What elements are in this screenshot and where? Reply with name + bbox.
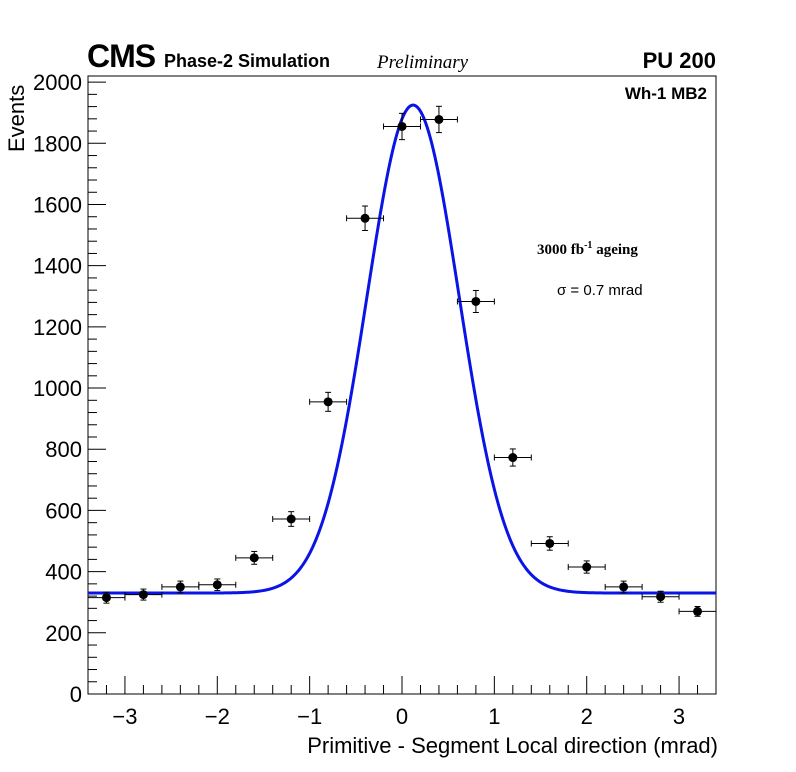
data-marker xyxy=(286,514,296,524)
y-tick-label: 600 xyxy=(45,498,82,523)
phase-label: Phase-2 Simulation xyxy=(164,51,331,71)
y-axis: 0 200 400 600 800 1000 1200 1400 1600 1800 2000 xyxy=(33,70,106,707)
data-point xyxy=(530,536,569,551)
data-point xyxy=(641,590,680,603)
data-marker xyxy=(175,582,185,592)
data-marker xyxy=(360,213,370,223)
pileup-label: PU 200 xyxy=(642,48,716,73)
data-marker xyxy=(249,553,259,563)
data-marker xyxy=(471,296,481,306)
x-tick-label: −3 xyxy=(112,704,137,729)
data-point xyxy=(383,112,421,141)
data-point xyxy=(346,205,385,231)
y-tick-label: 200 xyxy=(45,621,82,646)
data-point xyxy=(235,550,274,565)
data-marker xyxy=(656,592,666,602)
x-axis: −3 −2 −1 0 1 2 3 xyxy=(87,676,717,729)
y-axis-label: Events xyxy=(4,84,29,152)
ageing-suffix: ageing xyxy=(592,242,638,258)
data-marker xyxy=(693,606,703,616)
sigma-label: σ = 0.7 mrad xyxy=(557,282,643,299)
data-marker xyxy=(619,582,629,592)
y-tick-label: 1800 xyxy=(33,131,82,156)
ageing-prefix: 3000 fb xyxy=(537,242,585,258)
y-tick-label: 800 xyxy=(45,437,82,462)
data-point xyxy=(309,391,348,412)
x-tick-label: 3 xyxy=(673,704,685,729)
fit-curve xyxy=(88,103,716,595)
data-point xyxy=(604,580,643,594)
data-point xyxy=(87,591,126,604)
data-marker xyxy=(101,593,111,603)
data-marker xyxy=(138,590,148,600)
data-marker xyxy=(508,453,518,463)
ageing-label: 3000 fb-1 ageing xyxy=(537,240,638,259)
data-point xyxy=(161,580,200,594)
y-tick-label: 1200 xyxy=(33,315,82,340)
data-point xyxy=(493,448,532,467)
y-tick-label: 1400 xyxy=(33,254,82,279)
x-tick-label: −1 xyxy=(297,704,322,729)
data-point xyxy=(198,578,237,592)
x-tick-label: 0 xyxy=(396,704,408,729)
data-marker xyxy=(545,538,555,548)
data-point xyxy=(678,606,717,617)
data-marker xyxy=(397,121,407,131)
fit-layer xyxy=(88,103,716,595)
y-tick-label: 0 xyxy=(70,682,82,707)
y-tick-label: 2000 xyxy=(33,70,82,95)
data-point xyxy=(567,560,606,574)
y-tick-label: 400 xyxy=(45,560,82,585)
data-point xyxy=(272,511,311,527)
data-marker xyxy=(434,114,444,124)
plot-frame xyxy=(87,75,717,695)
x-tick-label: −2 xyxy=(205,704,230,729)
x-tick-label: 2 xyxy=(581,704,593,729)
ageing-exponent: -1 xyxy=(584,240,593,251)
cms-label: CMS xyxy=(87,38,156,74)
x-axis-label: Primitive - Segment Local direction (mra… xyxy=(307,733,718,758)
data-point xyxy=(419,105,458,134)
chamber-label: Wh-1 MB2 xyxy=(624,84,707,103)
data-marker xyxy=(582,562,592,572)
data-layer xyxy=(87,105,717,617)
y-tick-label: 1000 xyxy=(33,376,82,401)
data-marker xyxy=(212,580,222,590)
x-tick-label: 1 xyxy=(488,704,500,729)
data-point xyxy=(456,289,495,313)
data-point xyxy=(124,588,163,601)
preliminary-label: Preliminary xyxy=(377,52,469,73)
y-tick-label: 1600 xyxy=(33,192,82,217)
data-marker xyxy=(323,397,333,407)
